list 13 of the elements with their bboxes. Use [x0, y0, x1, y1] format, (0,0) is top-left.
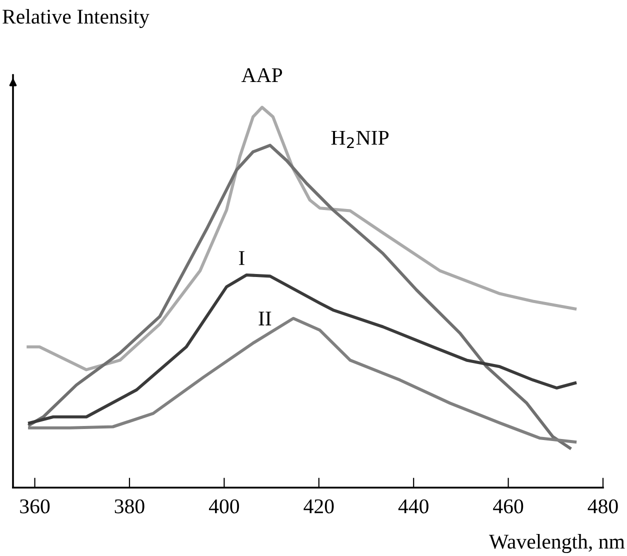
x-axis-title: Wavelength, nm	[488, 534, 625, 553]
x-tick-label: 480	[588, 499, 618, 514]
x-tick-label: 400	[208, 499, 240, 514]
series-label: II	[258, 312, 272, 326]
x-tick-label: 440	[398, 499, 428, 514]
y-axis-title: Relative Intensity	[2, 9, 150, 28]
text: H$_{2}$NIP	[331, 130, 389, 148]
x-tick-label: 420	[304, 499, 334, 514]
x-tick-label: 460	[493, 499, 524, 514]
series-label: I	[238, 251, 244, 265]
x-tick-label: 360	[20, 499, 50, 514]
x-tick-label: 380	[114, 499, 144, 514]
series-label: AAP	[241, 68, 282, 82]
